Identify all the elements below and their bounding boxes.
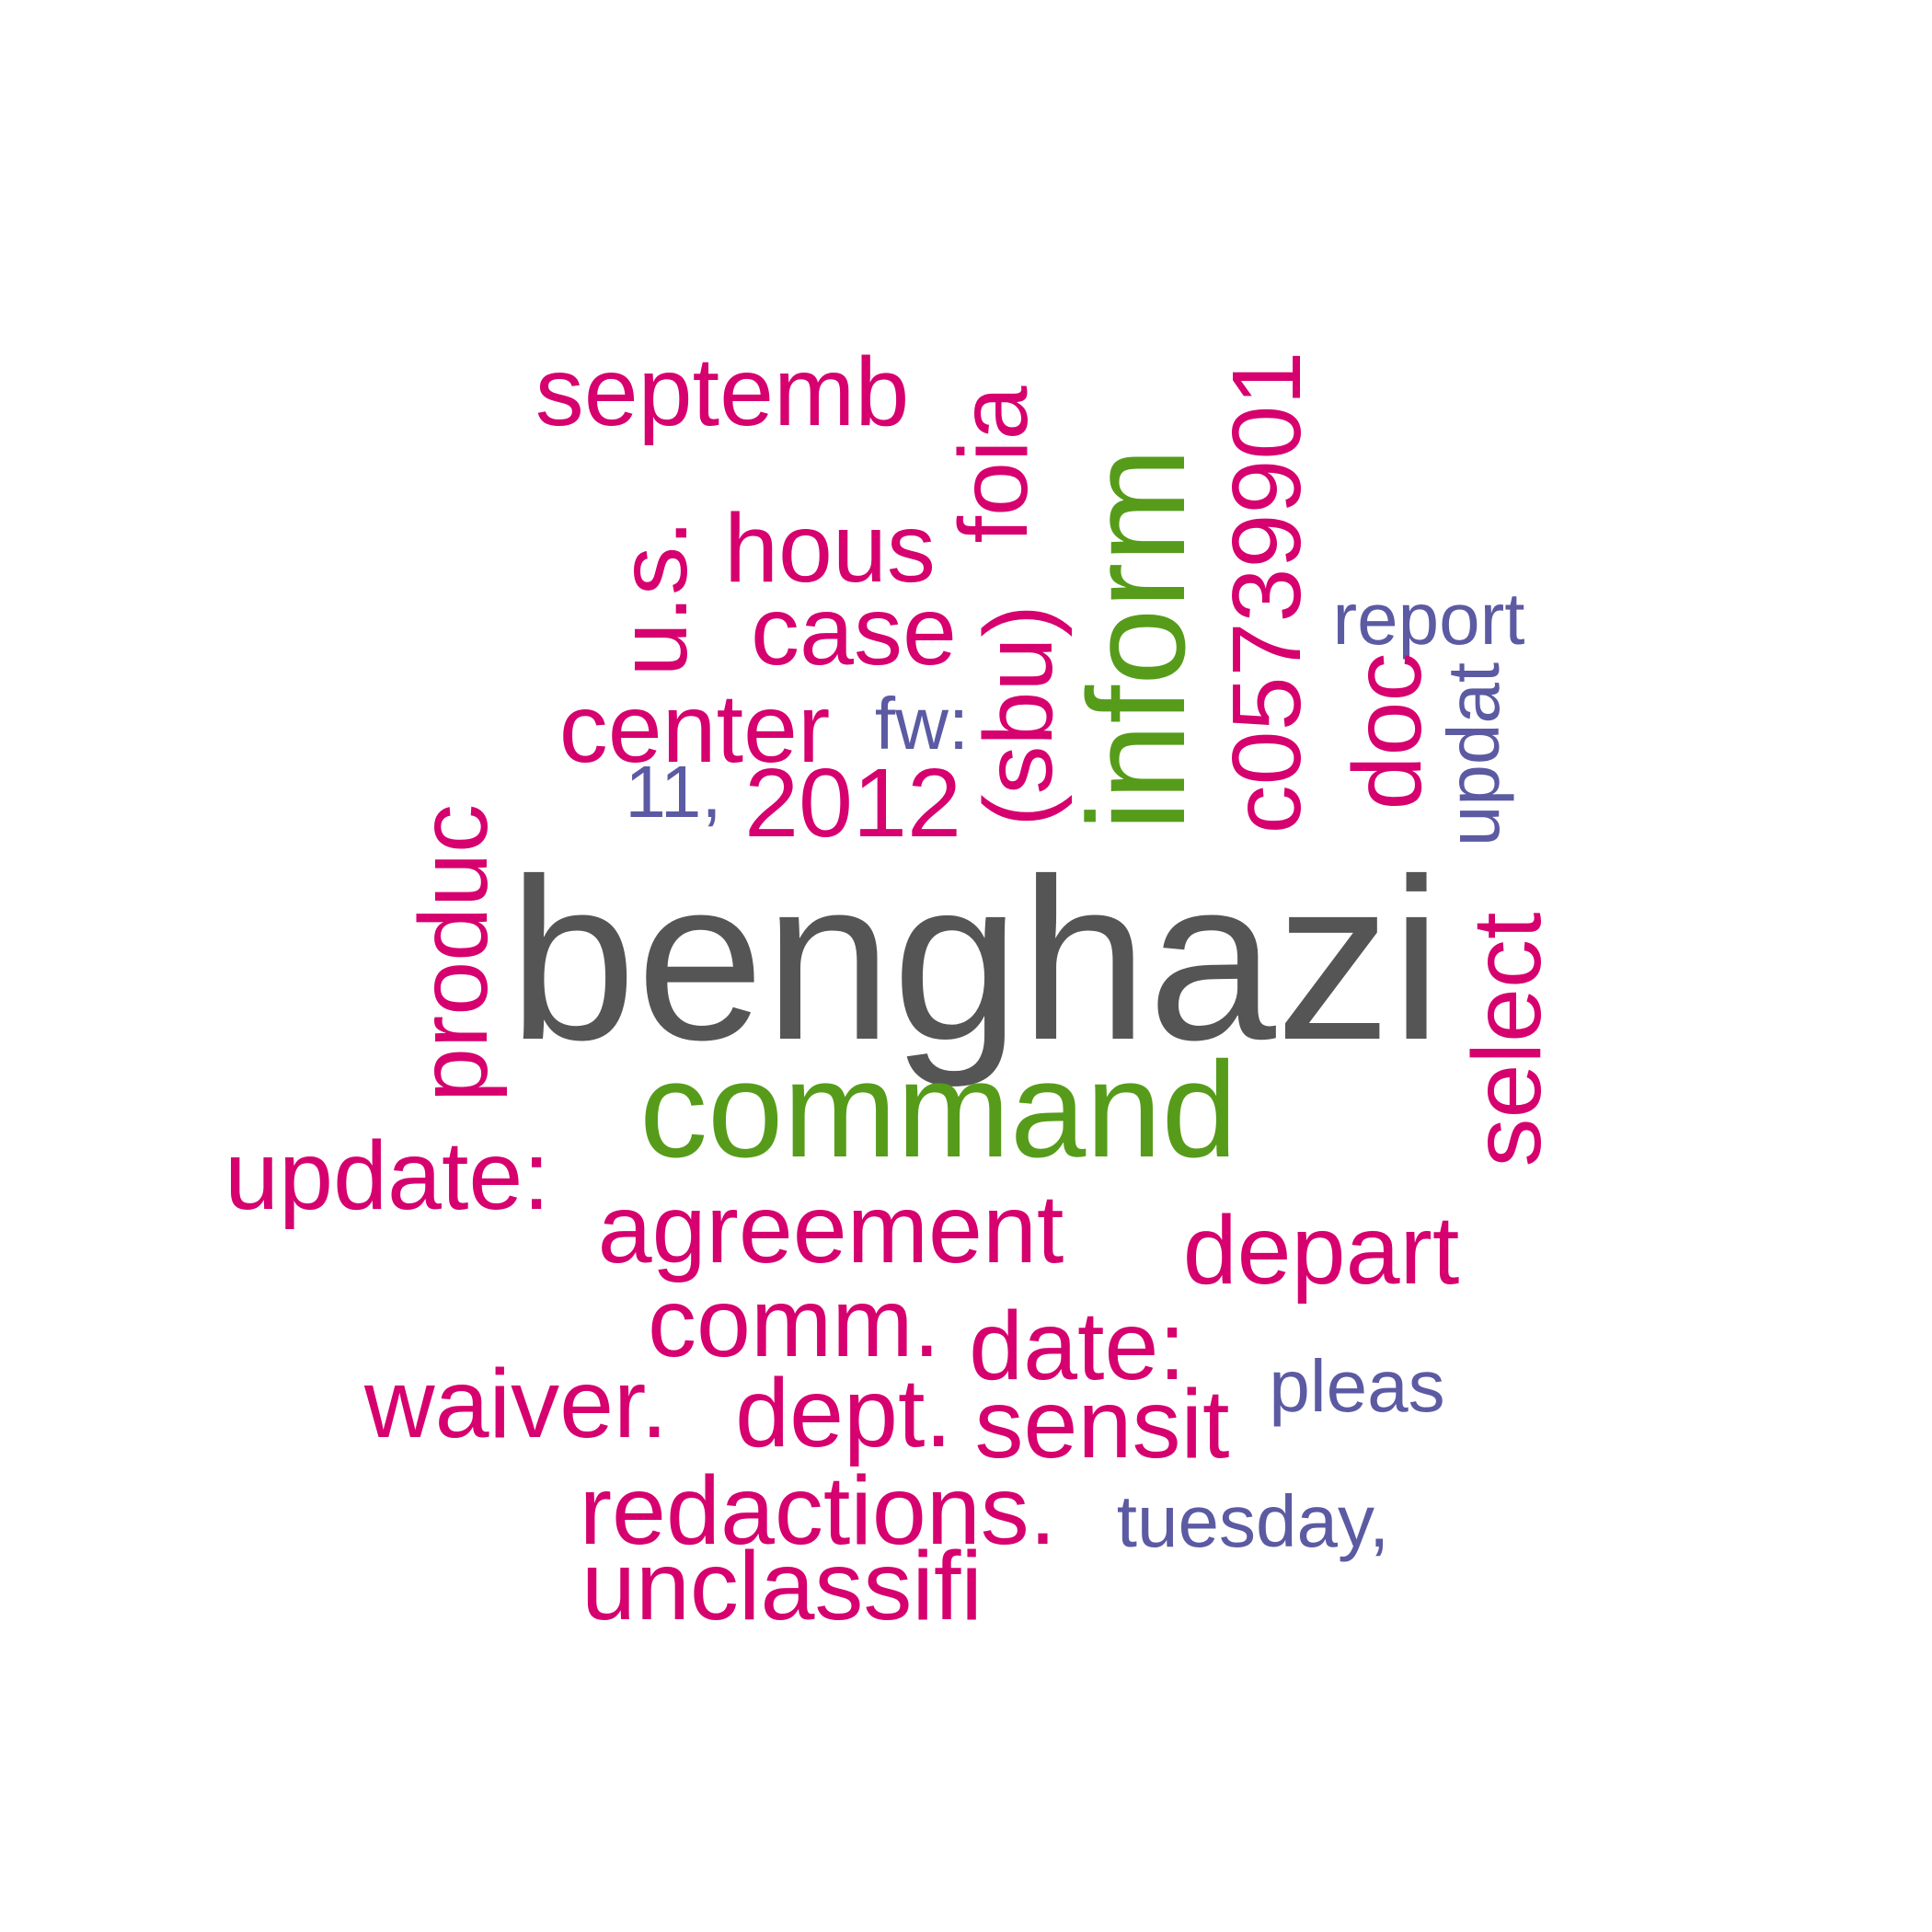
word-date: date: <box>969 1292 1186 1400</box>
word-select: select <box>1453 912 1561 1167</box>
word-hous: hous <box>724 494 936 603</box>
word-unclassifi: unclassifi <box>581 1532 983 1640</box>
word-agreement: agreement <box>597 1175 1064 1283</box>
word-report: report <box>1332 578 1525 660</box>
word-waiver: waiver. <box>364 1350 668 1458</box>
word-foia: foia <box>939 385 1048 544</box>
word-benghazi: benghazi <box>508 831 1443 1087</box>
word-update: update: <box>224 1121 550 1230</box>
word-sensit: sensit <box>974 1370 1230 1478</box>
word-septemb: septemb <box>535 338 910 446</box>
word-doc: doc <box>1333 652 1442 811</box>
word-redactions: redactions. <box>579 1456 1057 1565</box>
word-produc: produc <box>399 803 508 1103</box>
word-11: 11, <box>625 751 722 833</box>
word-fw: fw: <box>874 683 970 765</box>
word-tuesday: tuesday, <box>1116 1480 1390 1562</box>
word-c05739901: c05739901 <box>1213 351 1321 834</box>
word-case: case <box>751 577 957 685</box>
word-inform: inform <box>1059 447 1213 832</box>
word-sbu: (sbu) <box>964 604 1073 827</box>
word-dept: dept. <box>735 1359 952 1467</box>
word-updat: updat <box>1432 661 1514 847</box>
word-command: command <box>639 1034 1237 1186</box>
word-center: center <box>558 674 831 783</box>
word-comm: comm. <box>648 1269 940 1377</box>
word-pleas: pleas <box>1269 1345 1445 1427</box>
word-depart: depart <box>1182 1196 1460 1305</box>
word-2012: 2012 <box>744 749 961 857</box>
word-u-s: u.s. <box>599 519 707 677</box>
